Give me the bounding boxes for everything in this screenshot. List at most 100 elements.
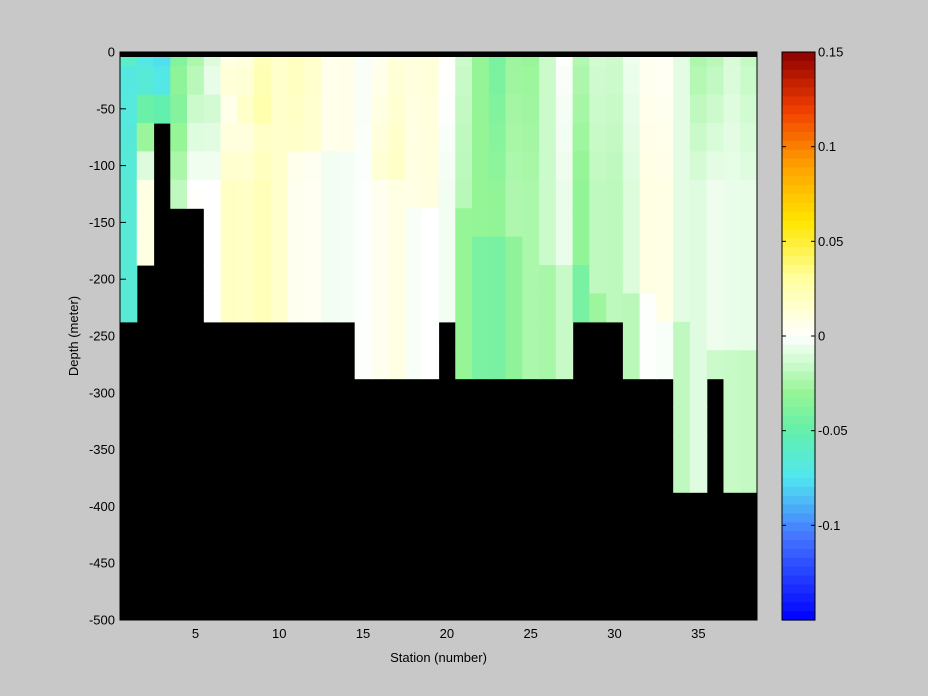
heatmap-cell (639, 151, 658, 181)
heatmap-cell (488, 293, 507, 323)
heatmap-cell (337, 123, 356, 152)
heatmap-cell (421, 350, 440, 380)
colorbar-tick-label: -0.1 (818, 518, 840, 533)
heatmap-cell (656, 293, 674, 323)
heatmap-cell (153, 66, 171, 96)
heatmap-cell (589, 265, 607, 294)
heatmap-cell (689, 350, 708, 380)
heatmap-cell (622, 123, 641, 152)
heatmap-cell (388, 208, 406, 238)
heatmap-cell (606, 236, 624, 266)
heatmap-cell (371, 151, 389, 181)
heatmap-cell (404, 321, 423, 351)
heatmap-cell (254, 151, 272, 181)
heatmap-cell (656, 123, 674, 152)
heatmap-cell (388, 321, 406, 351)
heatmap-cell (740, 435, 758, 465)
heatmap-cell (522, 236, 540, 266)
heatmap-cell (455, 321, 473, 351)
colorbar-segment (782, 522, 815, 532)
heatmap-cell (371, 350, 389, 380)
heatmap-cell (170, 179, 188, 209)
heatmap-cell (136, 123, 155, 152)
heatmap-cell (555, 236, 574, 266)
heatmap-cell (706, 66, 725, 96)
heatmap-cell (539, 94, 557, 124)
heatmap-cell (270, 208, 289, 238)
colorbar-segment (782, 353, 815, 364)
heatmap-cell (656, 265, 674, 294)
x-axis: 5 10 15 20 25 30 35 (192, 614, 706, 641)
y-tick-label: -150 (89, 215, 115, 230)
heatmap-cell (572, 151, 590, 181)
heatmap-cell (270, 265, 289, 294)
heatmap-cell (287, 293, 305, 323)
heatmap-cell (304, 66, 322, 96)
heatmap-cell (606, 123, 624, 152)
heatmap-cell (354, 321, 373, 351)
heatmap-cell (572, 123, 590, 152)
heatmap-cell (539, 179, 557, 209)
heatmap-cell (270, 236, 289, 266)
colorbar-segment (782, 211, 815, 222)
heatmap-cell (539, 66, 557, 96)
heatmap-cell (170, 66, 188, 96)
heatmap-cell (287, 66, 305, 96)
heatmap-cell (606, 94, 624, 124)
heatmap-cell (187, 66, 205, 96)
y-tick-label: -450 (89, 556, 115, 571)
heatmap-cell (673, 265, 691, 294)
heatmap-cell (120, 94, 138, 124)
colorbar-tick-label: -0.05 (818, 423, 848, 438)
colorbar-segment (782, 415, 815, 426)
heatmap-cell (388, 179, 406, 209)
x-tick-label: 5 (192, 626, 199, 641)
heatmap-cell (740, 208, 758, 238)
colorbar-segment (782, 291, 815, 302)
heatmap-cell (572, 94, 590, 124)
heatmap-cell (606, 265, 624, 294)
heatmap-cell (220, 236, 238, 266)
heatmap-cell (371, 179, 389, 209)
colorbar-segment (782, 389, 815, 399)
heatmap-cell (572, 179, 590, 209)
heatmap-cell (472, 265, 490, 294)
heatmap-cell (706, 179, 725, 209)
heatmap-cell (740, 123, 758, 152)
colorbar-segment (782, 407, 815, 417)
colorbar-segment (782, 167, 815, 177)
heatmap-cell (622, 293, 641, 323)
heatmap-cell (136, 151, 155, 181)
heatmap-cell (438, 293, 456, 323)
heatmap-cell (539, 265, 557, 294)
heatmap-cell (706, 94, 725, 124)
heatmap-cell (673, 151, 691, 181)
heatmap-cell (539, 350, 557, 380)
heatmap-cell (572, 66, 590, 96)
heatmap-cell (438, 66, 456, 96)
heatmap-cell (673, 407, 691, 436)
colorbar-segment (782, 504, 815, 515)
heatmap-cell (287, 236, 305, 266)
heatmap-cell (673, 293, 691, 323)
heatmap-cell (488, 66, 507, 96)
colorbar-segment (782, 602, 815, 612)
heatmap-cell (153, 94, 171, 124)
heatmap-cell (404, 66, 423, 96)
heatmap-cell (740, 265, 758, 294)
heatmap-cell (203, 208, 222, 238)
heatmap-cell (539, 208, 557, 238)
heatmap-cell (689, 463, 708, 493)
colorbar-segment (782, 52, 815, 62)
heatmap-cell (354, 208, 373, 238)
heatmap-cell (740, 66, 758, 96)
heatmap-cell (354, 179, 373, 209)
heatmap-cell (488, 151, 507, 181)
heatmap-cell (639, 179, 658, 209)
heatmap-cell (488, 321, 507, 351)
heatmap-cell (740, 407, 758, 436)
heatmap-cell (203, 151, 222, 181)
colorbar-segment (782, 469, 815, 479)
colorbar-segment (782, 593, 815, 603)
